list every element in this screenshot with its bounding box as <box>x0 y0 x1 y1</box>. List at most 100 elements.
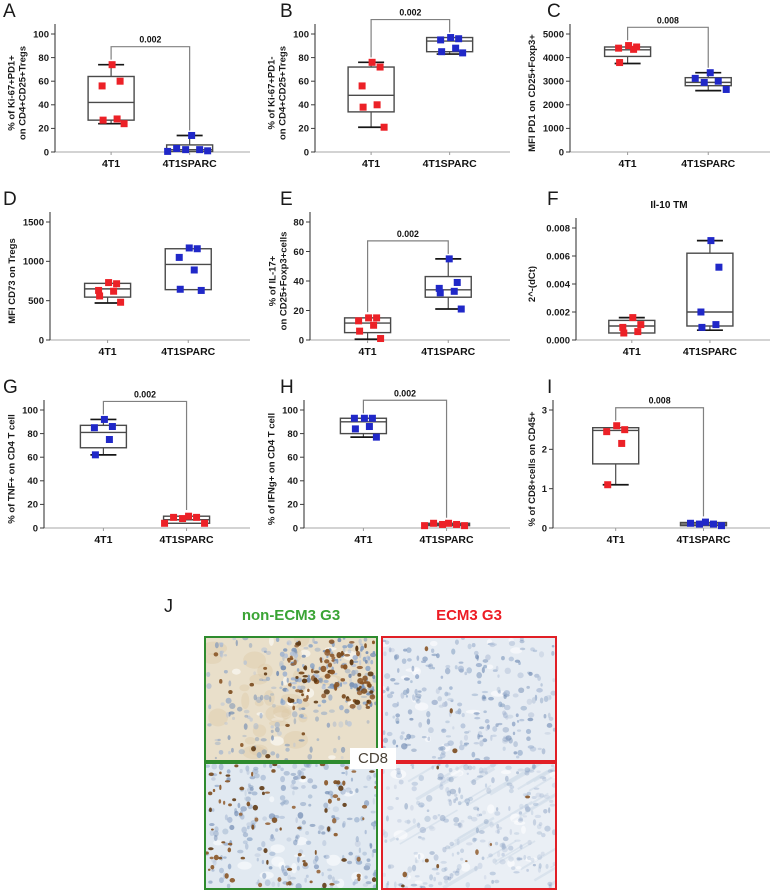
cd8-stain-dot <box>342 664 348 670</box>
data-point <box>453 278 461 286</box>
cd8-stain-dot <box>424 646 429 652</box>
cd8-stain-dot <box>219 679 223 684</box>
data-point <box>701 518 709 526</box>
data-point <box>113 280 121 288</box>
boxplot-group-4T1: 4T1 <box>603 42 652 170</box>
cd8-stain-dot <box>356 665 363 670</box>
chart-title: Il-10 TM <box>650 200 687 211</box>
data-point <box>372 433 380 441</box>
boxplot-group-4T1: 4T1 <box>591 422 640 546</box>
y-tick-label: 1000 <box>23 257 44 268</box>
cd8-stain-dot <box>288 682 292 687</box>
data-point <box>100 415 108 423</box>
data-point <box>108 61 116 69</box>
y-tick-label: 0.008 <box>546 223 570 234</box>
group-label: 4T1SPARC <box>421 346 475 358</box>
y-tick-label: 2000 <box>543 100 564 111</box>
y-axis-label: on CD4+CD25+Tregs <box>278 46 289 140</box>
histology-image-ecm3-bottom <box>381 762 557 890</box>
cd8-stain-dot <box>251 746 256 752</box>
cd8-stain-dot <box>365 703 368 707</box>
data-point <box>436 289 444 297</box>
panel-b: B 0 20 40 60 80 100 % of Ki-67+PD1- on CD4+CD25… <box>260 0 518 190</box>
y-tick-label: 80 <box>298 53 309 64</box>
data-point <box>613 422 621 430</box>
cd8-stain-dot <box>246 801 251 807</box>
cd8-stain-dot <box>369 694 376 700</box>
histology-texture <box>206 764 376 888</box>
y-axis-label: % of TNF+ on CD4 T cell <box>7 414 18 524</box>
data-point <box>709 520 717 528</box>
p-value-label: 0.008 <box>657 15 679 25</box>
group-label: 4T1SPARC <box>676 534 730 546</box>
panel-letter-j: J <box>164 596 173 616</box>
y-axis-label: % of Ki-67+PD1- <box>267 56 278 129</box>
y-tick-label: 20 <box>293 306 304 317</box>
y-tick-label: 60 <box>298 77 309 88</box>
data-point <box>634 328 642 336</box>
histology-texture <box>383 764 555 888</box>
cd8-stain-dot <box>369 770 375 773</box>
histology-column-label-non-ecm3: non-ECM3 G3 <box>241 607 341 624</box>
cd8-stain-dot <box>286 881 289 886</box>
cd8-stain-dot <box>371 877 376 883</box>
data-point <box>376 63 384 71</box>
box <box>608 319 656 334</box>
cd8-stain-dot <box>465 860 468 863</box>
cd8-stain-dot <box>251 771 254 777</box>
cd8-stain-dot <box>367 671 374 677</box>
cd8-stain-dot <box>323 689 330 695</box>
cd8-stain-dot <box>218 799 222 804</box>
cd8-stain-dot <box>332 794 339 799</box>
boxplot-chart-f: 0.000 0.002 0.004 0.006 0.008 2^-(dCt) Il-10 T… <box>527 200 770 358</box>
cd8-stain-dot <box>316 869 321 874</box>
panel-i: I 0 1 2 3 % of CD8+cells on CD45+ 4T1 4T1SPARC… <box>520 376 778 566</box>
cd8-stain-dot <box>362 817 365 821</box>
cd8-stain-dot <box>298 671 305 675</box>
cd8-stain-dot <box>309 880 313 884</box>
group-label: 4T1 <box>354 534 372 546</box>
cd8-stain-dot <box>222 800 226 805</box>
cd8-stain-dot <box>265 754 271 759</box>
cd8-stain-dot <box>324 673 331 679</box>
y-tick-label: 3 <box>542 405 547 416</box>
cd8-stain-dot <box>208 807 212 813</box>
y-tick-label: 60 <box>38 77 49 88</box>
data-point <box>170 513 178 521</box>
group-label: 4T1 <box>619 158 637 170</box>
cd8-stain-dot <box>218 856 223 860</box>
histology-texture <box>383 638 555 760</box>
data-point <box>197 286 205 294</box>
cd8-stain-dot <box>210 864 215 870</box>
y-axis-label: MFI CD73 on Tregs <box>7 238 18 324</box>
cd8-stain-dot <box>206 851 209 855</box>
cd8-stain-dot <box>349 659 354 666</box>
cd8-stain-dot <box>232 798 237 802</box>
cd8-stain-dot <box>313 700 319 704</box>
group-label: 4T1SPARC <box>681 158 735 170</box>
cd8-stain-dot <box>356 650 361 657</box>
data-point <box>110 287 118 295</box>
cd8-stain-dot <box>344 766 349 770</box>
histology-image-non-ecm3-top <box>204 636 378 762</box>
cd8-stain-dot <box>319 764 326 767</box>
y-tick-label: 20 <box>38 124 49 135</box>
cd8-stain-dot <box>263 848 268 854</box>
boxplot-group-4T1SPARC: 4T1SPARC <box>163 131 217 170</box>
cd8-stain-dot <box>297 852 302 857</box>
cd8-stain-dot <box>221 841 226 844</box>
data-point <box>358 82 366 90</box>
data-point <box>108 423 116 431</box>
y-tick-label: 0 <box>293 523 298 534</box>
boxplot-group-4T1SPARC: 4T1SPARC <box>681 69 736 170</box>
cd8-stain-dot <box>475 849 479 855</box>
box <box>424 275 472 298</box>
data-point <box>96 292 104 300</box>
cd8-stain-dot <box>313 670 320 674</box>
cd8-stain-dot <box>325 648 330 653</box>
cd8-stain-dot <box>238 812 243 816</box>
cd8-stain-dot <box>302 674 309 678</box>
cd8-stain-dot <box>341 858 347 862</box>
histology-texture <box>206 638 376 760</box>
y-tick-label: 100 <box>22 405 38 416</box>
